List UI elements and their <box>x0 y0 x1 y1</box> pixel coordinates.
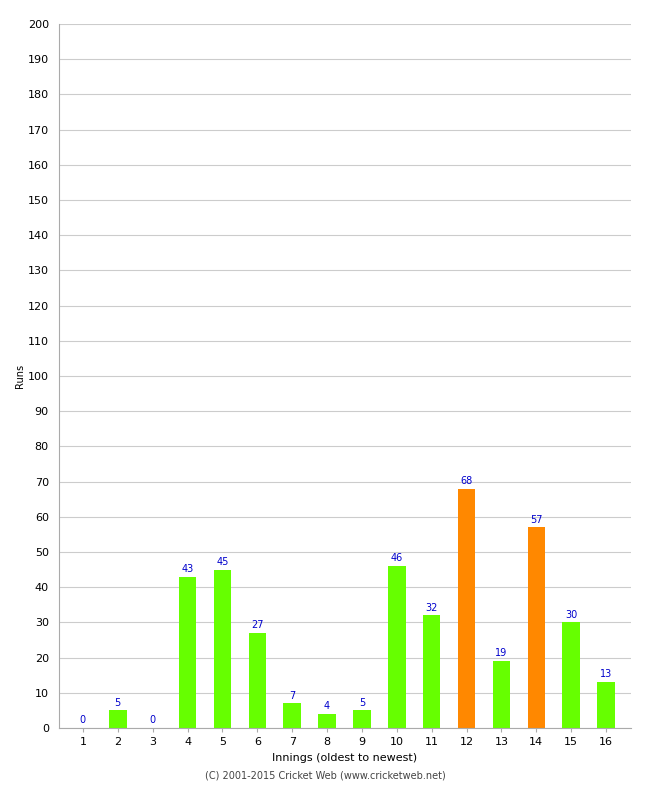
Text: 13: 13 <box>600 670 612 679</box>
Bar <box>353 710 370 728</box>
Text: 27: 27 <box>251 620 263 630</box>
Text: 5: 5 <box>114 698 121 707</box>
Bar <box>423 615 441 728</box>
Text: 5: 5 <box>359 698 365 707</box>
X-axis label: Innings (oldest to newest): Innings (oldest to newest) <box>272 753 417 762</box>
Bar <box>214 570 231 728</box>
Text: 32: 32 <box>426 602 438 613</box>
Text: 30: 30 <box>565 610 577 619</box>
Text: (C) 2001-2015 Cricket Web (www.cricketweb.net): (C) 2001-2015 Cricket Web (www.cricketwe… <box>205 770 445 780</box>
Bar <box>528 527 545 728</box>
Text: 0: 0 <box>80 715 86 725</box>
Bar <box>597 682 615 728</box>
Bar <box>109 710 127 728</box>
Text: 46: 46 <box>391 554 403 563</box>
Text: 45: 45 <box>216 557 229 566</box>
Bar <box>458 489 475 728</box>
Text: 0: 0 <box>150 715 156 725</box>
Bar <box>493 661 510 728</box>
Text: 68: 68 <box>460 476 473 486</box>
Bar <box>179 577 196 728</box>
Text: 43: 43 <box>181 564 194 574</box>
Text: 57: 57 <box>530 514 543 525</box>
Bar <box>562 622 580 728</box>
Bar <box>318 714 336 728</box>
Bar <box>283 703 301 728</box>
Text: 19: 19 <box>495 648 508 658</box>
Y-axis label: Runs: Runs <box>15 364 25 388</box>
Text: 7: 7 <box>289 690 295 701</box>
Text: 4: 4 <box>324 701 330 711</box>
Bar <box>248 633 266 728</box>
Bar <box>388 566 406 728</box>
